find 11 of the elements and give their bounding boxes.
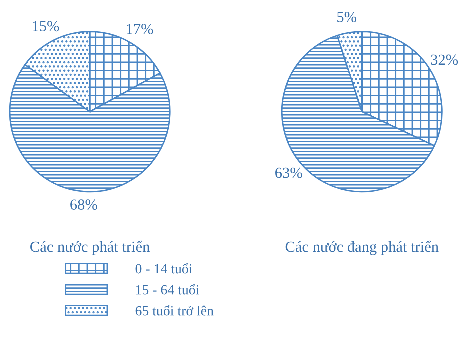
text: Các nước đang phát triển [286, 240, 439, 256]
data-label: 5% [338, 12, 357, 22]
data-label: 68% [70, 200, 98, 210]
data-label: 63% [276, 168, 302, 178]
legend-label: 0 - 14 tuổi [136, 263, 192, 274]
legend-label: 15 - 64 tuổi [136, 284, 200, 295]
data-label: 17% [127, 24, 154, 34]
legend-label: 65 tuổi trở lên [136, 306, 214, 316]
data-label: 15% [33, 21, 60, 32]
text: Các nước phát triển [30, 240, 150, 256]
data-label: 32% [431, 54, 458, 66]
